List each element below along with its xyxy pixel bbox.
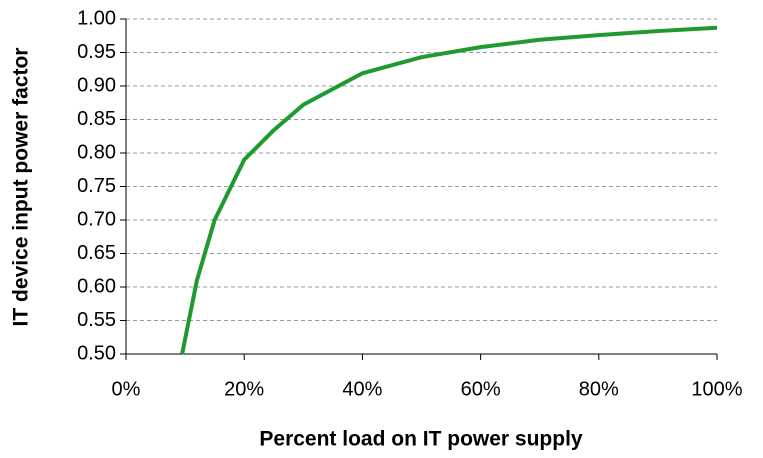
x-tick-label: 20%: [224, 378, 264, 400]
y-tick-label: 0.80: [77, 141, 116, 163]
y-tick-label: 0.90: [77, 74, 116, 96]
x-axis-title: Percent load on IT power supply: [259, 428, 583, 451]
y-tick-label: 0.85: [77, 108, 116, 130]
y-tick-label: 0.60: [77, 275, 116, 297]
y-tick-label: 1.00: [77, 7, 116, 29]
x-tick-label: 0%: [112, 378, 141, 400]
y-tick-label: 0.65: [77, 242, 116, 264]
x-tick-label: 40%: [342, 378, 382, 400]
x-tick-label: 100%: [691, 378, 742, 400]
y-tick-label: 0.75: [77, 175, 116, 197]
x-tick-label: 60%: [461, 378, 501, 400]
y-tick-label: 0.50: [77, 342, 116, 364]
x-tick-label: 80%: [579, 378, 619, 400]
y-tick-label: 0.95: [77, 41, 116, 63]
line: [180, 25, 718, 355]
y-tick-label: 0.70: [77, 208, 116, 230]
y-axis-title: IT device input power factor: [10, 48, 33, 327]
y-tick-label: 0.55: [77, 309, 116, 331]
